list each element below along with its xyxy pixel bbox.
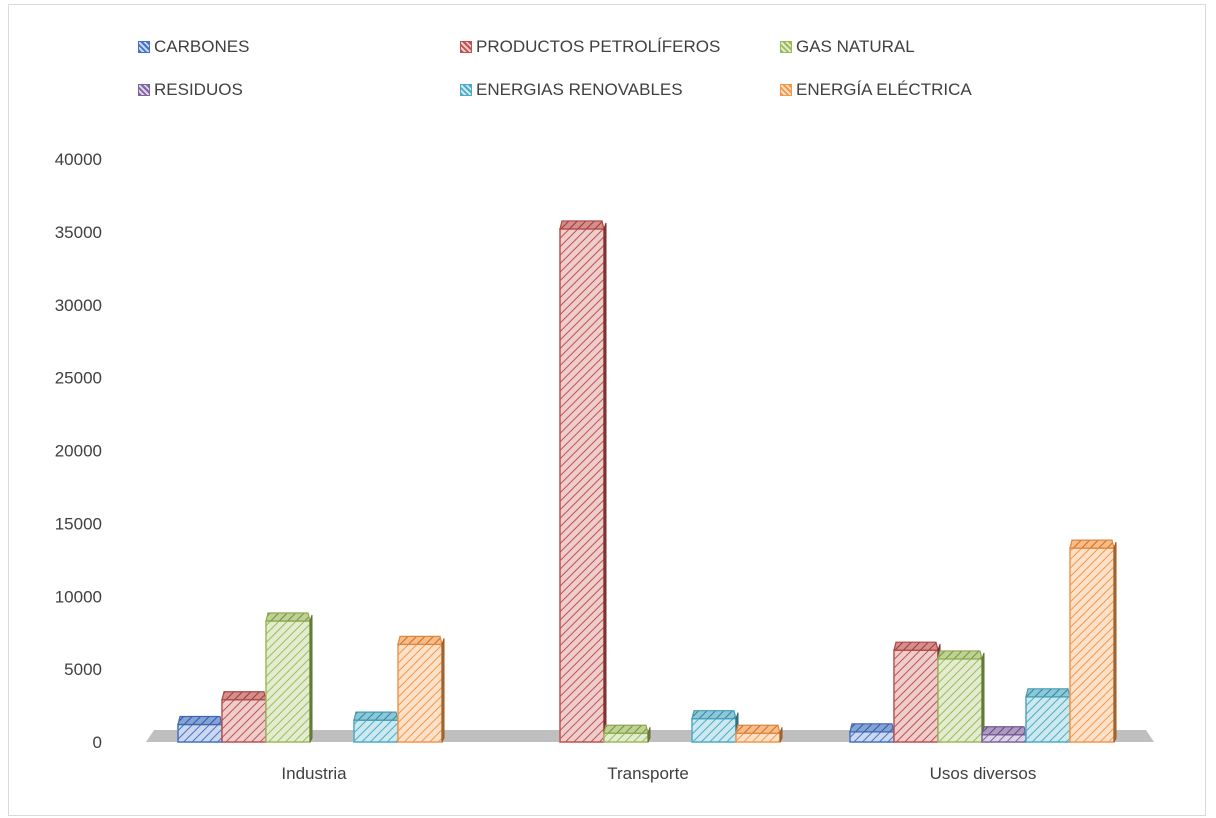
legend-swatch [460, 84, 472, 96]
bar [981, 726, 1029, 743]
legend-item: ENERGÍA ELÉCTRICA [780, 80, 972, 100]
bar [893, 641, 941, 743]
x-tick-label: Usos diversos [930, 764, 1037, 783]
legend-swatch [780, 84, 792, 96]
bar [735, 724, 783, 743]
bar [265, 612, 313, 743]
y-tick-label: 35000 [55, 223, 102, 242]
legend-swatch [780, 41, 792, 53]
legend-label: ENERGÍA ELÉCTRICA [796, 80, 972, 99]
chart-frame [8, 4, 1206, 816]
bar [937, 650, 985, 743]
chart-legend: CARBONES PRODUCTOS PETROLÍFEROS GAS NATURA… [0, 0, 1216, 120]
bar [177, 715, 225, 743]
legend-item: PRODUCTOS PETROLÍFEROS [460, 37, 720, 57]
y-tick-label: 5000 [64, 660, 102, 679]
legend-label: RESIDUOS [154, 80, 243, 99]
x-tick-label: Transporte [607, 764, 689, 783]
legend-label: ENERGIAS RENOVABLES [476, 80, 683, 99]
legend-item: ENERGIAS RENOVABLES [460, 80, 683, 100]
bar [849, 723, 897, 743]
legend-item: RESIDUOS [138, 80, 243, 100]
y-tick-label: 25000 [55, 369, 102, 388]
legend-item: GAS NATURAL [780, 37, 915, 57]
legend-swatch [138, 41, 150, 53]
y-tick-label: 20000 [55, 442, 102, 461]
y-tick-label: 30000 [55, 296, 102, 315]
bar [353, 711, 401, 743]
bar [559, 220, 607, 743]
legend-swatch [138, 84, 150, 96]
bar [1025, 688, 1073, 743]
legend-swatch [460, 41, 472, 53]
y-tick-label: 0 [93, 733, 102, 752]
y-tick-label: 15000 [55, 514, 102, 533]
bar [1069, 539, 1117, 743]
legend-label: CARBONES [154, 37, 250, 56]
legend-label: GAS NATURAL [796, 37, 915, 56]
y-tick-label: 10000 [55, 587, 102, 606]
bar [397, 635, 445, 743]
legend-item: CARBONES [138, 37, 249, 57]
legend-label: PRODUCTOS PETROLÍFEROS [476, 37, 721, 56]
bar [221, 691, 269, 743]
y-tick-label: 40000 [55, 150, 102, 169]
bar [691, 710, 739, 743]
x-tick-label: Industria [281, 764, 347, 783]
bar [603, 724, 651, 743]
